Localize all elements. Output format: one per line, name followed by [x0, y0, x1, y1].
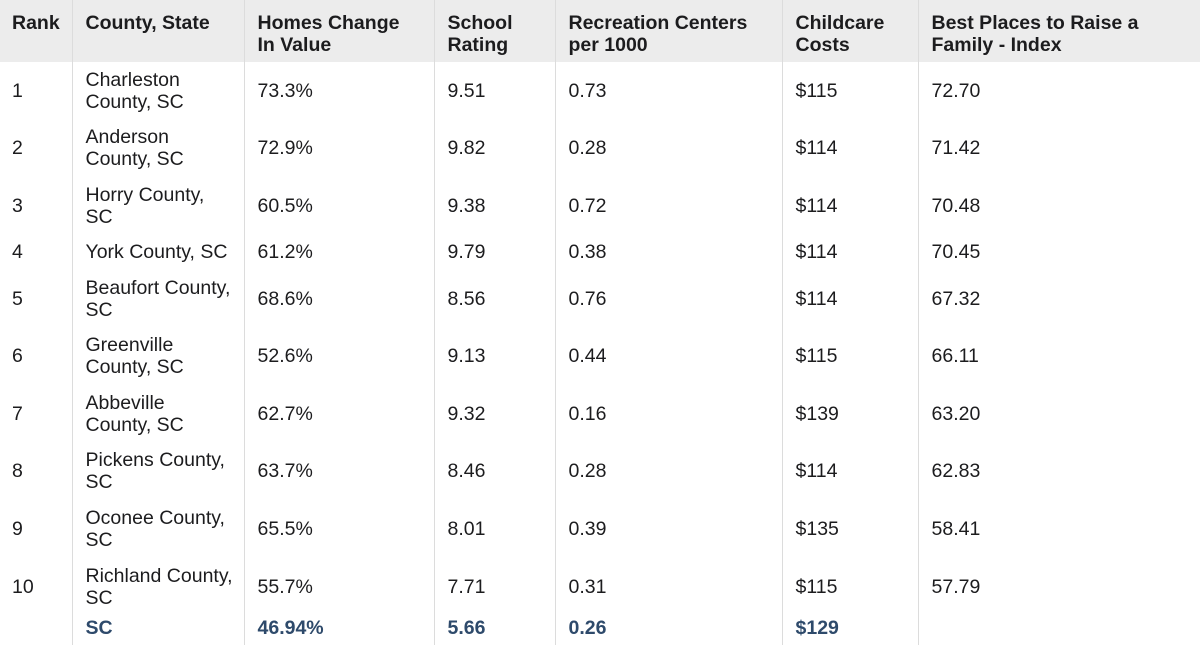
cell-rank: 10: [12, 575, 34, 598]
cell-rank: 1: [12, 79, 23, 102]
cell-school-rating: 8.01: [433, 500, 555, 558]
cell-childcare-costs: $115: [781, 557, 918, 616]
cell-county: Oconee County, SC: [71, 500, 244, 558]
cell-childcare-costs: $114: [781, 234, 918, 270]
cell-childcare-costs: $114: [781, 119, 918, 178]
cell-childcare-costs: $114: [781, 442, 918, 501]
header-childcare-costs: Childcare Costs: [781, 0, 918, 62]
cell-family-index: 70.45: [917, 234, 1200, 270]
header-school-rating: School Rating: [433, 0, 555, 62]
summary-state: SC: [71, 615, 244, 646]
summary-rank: [0, 615, 72, 645]
header-rank: Rank: [0, 0, 72, 62]
cell-county: Horry County, SC: [71, 177, 244, 235]
cell-recreation-centers: 0.28: [554, 442, 782, 501]
cell-family-index: 58.41: [917, 500, 1200, 558]
cell-rank: 2: [12, 137, 23, 160]
cell-county: Abbeville County, SC: [71, 384, 244, 443]
summary-childcare-costs: $129: [781, 615, 918, 646]
cell-childcare-costs: $139: [781, 384, 918, 443]
summary-family-index: [917, 615, 1200, 646]
header-row: Rank County, State Homes Change In Value…: [0, 0, 1200, 62]
cell-family-index: 57.79: [917, 557, 1200, 616]
cell-childcare-costs: $114: [781, 269, 918, 328]
cell-rank: 9: [12, 517, 23, 540]
cell-school-rating: 9.32: [433, 384, 555, 443]
cell-school-rating: 8.46: [433, 442, 555, 501]
cell-county: Charleston County, SC: [71, 62, 244, 120]
cell-school-rating: 8.56: [433, 269, 555, 328]
header-county: County, State: [71, 0, 244, 62]
table-row: 8 Pickens County, SC 63.7% 8.46 0.28 $11…: [0, 442, 1200, 501]
cell-childcare-costs: $115: [781, 62, 918, 120]
cell-homes-change: 63.7%: [243, 442, 434, 501]
table-row: 5 Beaufort County, SC 68.6% 8.56 0.76 $1…: [0, 269, 1200, 328]
cell-county: Richland County, SC: [71, 557, 244, 616]
cell-homes-change: 68.6%: [243, 269, 434, 328]
cell-childcare-costs: $135: [781, 500, 918, 558]
cell-recreation-centers: 0.44: [554, 327, 782, 385]
cell-rank: 3: [12, 194, 23, 217]
cell-school-rating: 9.79: [433, 234, 555, 270]
cell-recreation-centers: 0.73: [554, 62, 782, 120]
cell-recreation-centers: 0.76: [554, 269, 782, 328]
cell-rank: 6: [12, 345, 23, 368]
summary-homes-change: 46.94%: [243, 615, 434, 646]
table-row: 9 Oconee County, SC 65.5% 8.01 0.39 $135…: [0, 500, 1200, 558]
cell-school-rating: 9.38: [433, 177, 555, 235]
cell-homes-change: 61.2%: [243, 234, 434, 270]
cell-homes-change: 72.9%: [243, 119, 434, 178]
cell-county: Beaufort County, SC: [71, 269, 244, 328]
table-row: 2 Anderson County, SC 72.9% 9.82 0.28 $1…: [0, 119, 1200, 178]
cell-family-index: 63.20: [917, 384, 1200, 443]
cell-recreation-centers: 0.38: [554, 234, 782, 270]
cell-family-index: 70.48: [917, 177, 1200, 235]
cell-recreation-centers: 0.31: [554, 557, 782, 616]
header-homes-change: Homes Change In Value: [243, 0, 434, 62]
table-body: 1 Charleston County, SC 73.3% 9.51 0.73 …: [0, 62, 1200, 646]
state-summary-row: SC 46.94% 5.66 0.26 $129: [0, 615, 1200, 646]
cell-recreation-centers: 0.16: [554, 384, 782, 443]
cell-county: York County, SC: [71, 234, 244, 270]
cell-school-rating: 7.71: [433, 557, 555, 616]
header-recreation-centers: Recreation Centers per 1000: [554, 0, 782, 62]
cell-homes-change: 62.7%: [243, 384, 434, 443]
cell-county: Anderson County, SC: [71, 119, 244, 178]
table-row: 10 Richland County, SC 55.7% 7.71 0.31 $…: [0, 557, 1200, 616]
summary-school-rating: 5.66: [433, 615, 555, 646]
table-row: 4 York County, SC 61.2% 9.79 0.38 $114 7…: [0, 234, 1200, 270]
table-row: 3 Horry County, SC 60.5% 9.38 0.72 $114 …: [0, 177, 1200, 235]
cell-family-index: 67.32: [917, 269, 1200, 328]
cell-family-index: 72.70: [917, 62, 1200, 120]
cell-homes-change: 73.3%: [243, 62, 434, 120]
cell-homes-change: 65.5%: [243, 500, 434, 558]
header-family-index: Best Places to Raise a Family - Index: [917, 0, 1200, 62]
cell-rank: 5: [12, 287, 23, 310]
cell-homes-change: 55.7%: [243, 557, 434, 616]
cell-rank: 7: [12, 402, 23, 425]
cell-family-index: 62.83: [917, 442, 1200, 501]
cell-county: Greenville County, SC: [71, 327, 244, 385]
cell-county: Pickens County, SC: [71, 442, 244, 501]
summary-recreation-centers: 0.26: [554, 615, 782, 646]
cell-recreation-centers: 0.72: [554, 177, 782, 235]
cell-school-rating: 9.13: [433, 327, 555, 385]
cell-rank: 4: [12, 241, 23, 264]
table-row: 7 Abbeville County, SC 62.7% 9.32 0.16 $…: [0, 384, 1200, 443]
cell-childcare-costs: $114: [781, 177, 918, 235]
cell-family-index: 71.42: [917, 119, 1200, 178]
cell-homes-change: 52.6%: [243, 327, 434, 385]
table-row: 1 Charleston County, SC 73.3% 9.51 0.73 …: [0, 62, 1200, 120]
cell-family-index: 66.11: [917, 327, 1200, 385]
cell-rank: 8: [12, 460, 23, 483]
cell-childcare-costs: $115: [781, 327, 918, 385]
cell-school-rating: 9.82: [433, 119, 555, 178]
table-row: 6 Greenville County, SC 52.6% 9.13 0.44 …: [0, 327, 1200, 385]
cell-recreation-centers: 0.39: [554, 500, 782, 558]
cell-school-rating: 9.51: [433, 62, 555, 120]
cell-homes-change: 60.5%: [243, 177, 434, 235]
table-header: Rank County, State Homes Change In Value…: [0, 0, 1200, 62]
cell-recreation-centers: 0.28: [554, 119, 782, 178]
